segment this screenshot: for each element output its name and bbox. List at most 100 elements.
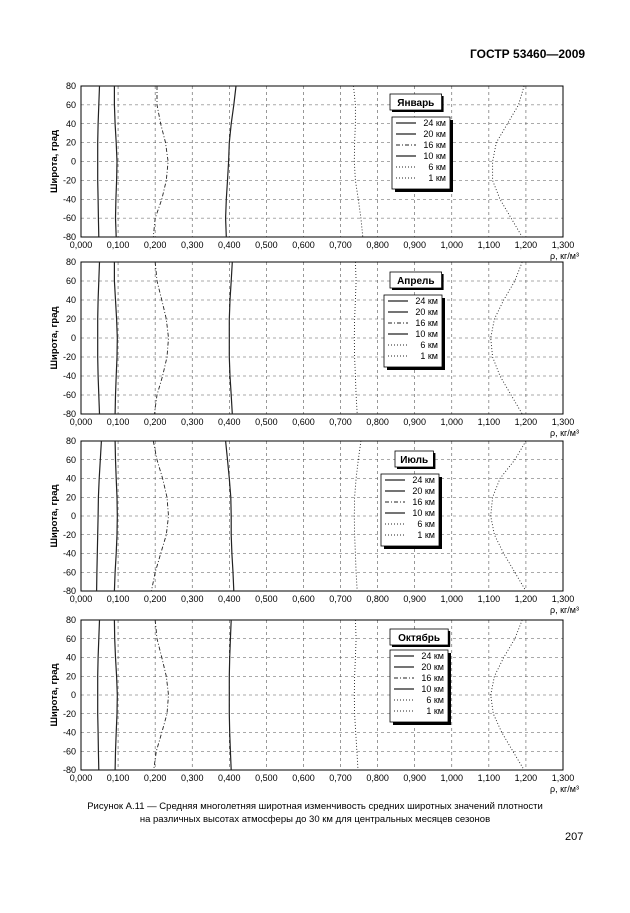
x-tick-label: 0,600 <box>292 240 315 250</box>
x-tick-label: 0,000 <box>70 417 93 427</box>
series-line-4 <box>224 85 237 238</box>
x-tick-label: 1,300 <box>552 417 575 427</box>
y-tick-label: 20 <box>66 671 76 681</box>
x-tick-label: 0,400 <box>218 773 241 783</box>
series-line-5 <box>353 261 358 415</box>
x-tick-label: 0,100 <box>107 773 130 783</box>
x-tick-label: 0,800 <box>366 773 389 783</box>
x-tick-label: 0,200 <box>144 240 167 250</box>
legend-entry: 1 км <box>420 351 438 361</box>
series-line-2 <box>113 619 118 771</box>
legend-entry: 10 км <box>421 684 444 694</box>
legend-entry: 1 км <box>426 706 444 716</box>
x-tick-label: 0,500 <box>255 417 278 427</box>
y-tick-label: 80 <box>66 615 76 625</box>
figure-caption-line-2: на различных высотах атмосферы до 30 км … <box>139 814 491 825</box>
x-tick-label: 0,800 <box>366 240 389 250</box>
x-tick-label: 1,300 <box>552 594 575 604</box>
legend-entry: 6 км <box>426 695 444 705</box>
y-tick-label: -80 <box>63 409 76 419</box>
y-tick-label: 0 <box>71 690 76 700</box>
x-axis-label: ρ, кг/м³ <box>550 605 579 615</box>
y-axis-label: Широта, град <box>49 306 60 369</box>
y-tick-label: -80 <box>63 586 76 596</box>
chart-title: Январь <box>397 98 434 109</box>
y-tick-label: 40 <box>66 119 76 129</box>
y-tick-label: 40 <box>66 295 76 305</box>
y-tick-label: 60 <box>66 634 76 644</box>
document-header-code: ГОСТР 53460—2009 <box>470 47 586 61</box>
series-line-5 <box>353 440 362 592</box>
x-axis-label: ρ, кг/м³ <box>550 251 579 261</box>
legend-entry: 6 км <box>428 162 446 172</box>
legend-box <box>383 294 443 368</box>
plot-frame <box>80 619 564 771</box>
y-tick-label: -20 <box>63 530 76 540</box>
x-tick-label: 0,800 <box>366 417 389 427</box>
y-tick-label: -40 <box>63 194 76 204</box>
legend-entry: 20 км <box>423 129 446 139</box>
chart-panel-4: 0,000 0,100 0,200 0,300 0,400 0,500 0,600 0,700… <box>49 615 579 794</box>
x-tick-label: 0,400 <box>218 594 241 604</box>
x-tick-label: 1,000 <box>441 417 464 427</box>
y-tick-label: 20 <box>66 314 76 324</box>
x-tick-label: 1,200 <box>515 240 538 250</box>
legend-entry: 24 км <box>421 651 444 661</box>
x-tick-label: 0,100 <box>107 417 130 427</box>
x-tick-label: 0,300 <box>181 417 204 427</box>
y-tick-label: 80 <box>66 257 76 267</box>
series-line-6 <box>490 261 523 415</box>
legend-entry: 16 км <box>423 140 446 150</box>
legend-entry: 6 км <box>420 340 438 350</box>
legend-entry: 1 км <box>417 530 435 540</box>
x-tick-label: 0,600 <box>292 594 315 604</box>
y-tick-label: 60 <box>66 455 76 465</box>
x-tick-label: 1,100 <box>478 773 501 783</box>
x-tick-label: 1,200 <box>515 594 538 604</box>
x-tick-label: 0,700 <box>329 594 352 604</box>
y-tick-label: 40 <box>66 653 76 663</box>
y-tick-label: -20 <box>63 175 76 185</box>
x-tick-label: 0,100 <box>107 240 130 250</box>
x-tick-label: 0,000 <box>70 773 93 783</box>
x-tick-label: 0,900 <box>403 773 426 783</box>
x-tick-label: 0,700 <box>329 773 352 783</box>
series-line-1 <box>97 261 101 415</box>
y-tick-label: -60 <box>63 567 76 577</box>
y-tick-label: -60 <box>63 390 76 400</box>
legend-entry: 24 км <box>415 296 438 306</box>
x-tick-label: 1,000 <box>441 240 464 250</box>
x-tick-label: 1,000 <box>441 594 464 604</box>
y-axis-label: Широта, град <box>49 663 60 726</box>
x-tick-label: 0,500 <box>255 594 278 604</box>
chart-panel-1: 0,000 0,100 0,200 0,300 0,400 0,500 0,600 0,700… <box>49 81 579 261</box>
x-tick-label: 0,600 <box>292 417 315 427</box>
y-axis-label: Широта, град <box>49 130 60 193</box>
x-tick-label: 0,900 <box>403 240 426 250</box>
y-tick-label: 80 <box>66 436 76 446</box>
x-tick-label: 0,700 <box>329 240 352 250</box>
series-line-5 <box>353 85 364 238</box>
x-tick-label: 1,200 <box>515 417 538 427</box>
y-tick-label: 80 <box>66 81 76 91</box>
series-line-6 <box>490 619 525 771</box>
chart-title: Апрель <box>397 276 434 287</box>
y-tick-label: -40 <box>63 728 76 738</box>
x-tick-label: 0,200 <box>144 594 167 604</box>
plot-frame <box>80 440 564 592</box>
legend-entry: 6 км <box>417 519 435 529</box>
x-tick-label: 1,300 <box>552 773 575 783</box>
x-tick-label: 1,100 <box>478 240 501 250</box>
x-axis-label: ρ, кг/м³ <box>550 784 579 794</box>
chart-panel-3: 0,000 0,100 0,200 0,300 0,400 0,500 0,600 0,700… <box>49 436 579 615</box>
y-tick-label: -40 <box>63 371 76 381</box>
series-line-4 <box>228 261 233 415</box>
y-tick-label: 0 <box>71 157 76 167</box>
legend-entry: 16 км <box>412 497 435 507</box>
legend-entry: 10 км <box>415 329 438 339</box>
x-tick-label: 0,300 <box>181 773 204 783</box>
x-tick-label: 0,700 <box>329 417 352 427</box>
series-line-2 <box>113 86 118 238</box>
x-tick-label: 0,500 <box>255 240 278 250</box>
